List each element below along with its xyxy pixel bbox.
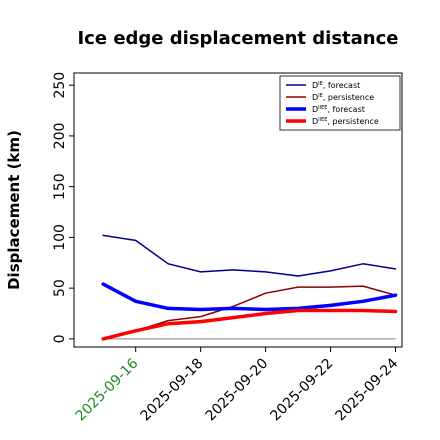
- y-tick-label: 250: [52, 72, 68, 99]
- x-tick-label: 2025-09-18: [138, 356, 207, 425]
- x-tick-label: 2025-09-20: [203, 356, 272, 425]
- y-tick-label: 200: [52, 123, 68, 150]
- plot-area: 0501001502002502025-09-162025-09-182025-…: [52, 72, 403, 425]
- y-tick-label: 150: [52, 173, 68, 200]
- y-tick-label: 100: [52, 224, 68, 251]
- series-line-d-ie-persistence: [102, 285, 397, 340]
- plot-frame: [73, 72, 403, 348]
- series-line-d-ie-forecast: [102, 234, 397, 277]
- y-tick-label: 50: [52, 279, 68, 297]
- legend-label: DIE, persistence: [312, 93, 374, 102]
- y-tick-label: 0: [52, 334, 68, 343]
- x-tick-label: 2025-09-16: [73, 355, 142, 424]
- series-line-d-iiee-persistence: [101, 308, 398, 341]
- x-tick-label: 2025-09-24: [332, 355, 401, 424]
- legend-label: DIIEE, forecast: [312, 105, 365, 114]
- chart-title: Ice edge displacement distance: [77, 28, 398, 49]
- x-tick-label: 2025-09-22: [268, 356, 337, 425]
- series-line-d-iiee-forecast: [101, 282, 398, 312]
- legend-label: DIE, forecast: [312, 81, 360, 90]
- y-axis-label: Displacement (km): [5, 130, 23, 290]
- legend-label: DIIEE, persistence: [312, 117, 379, 126]
